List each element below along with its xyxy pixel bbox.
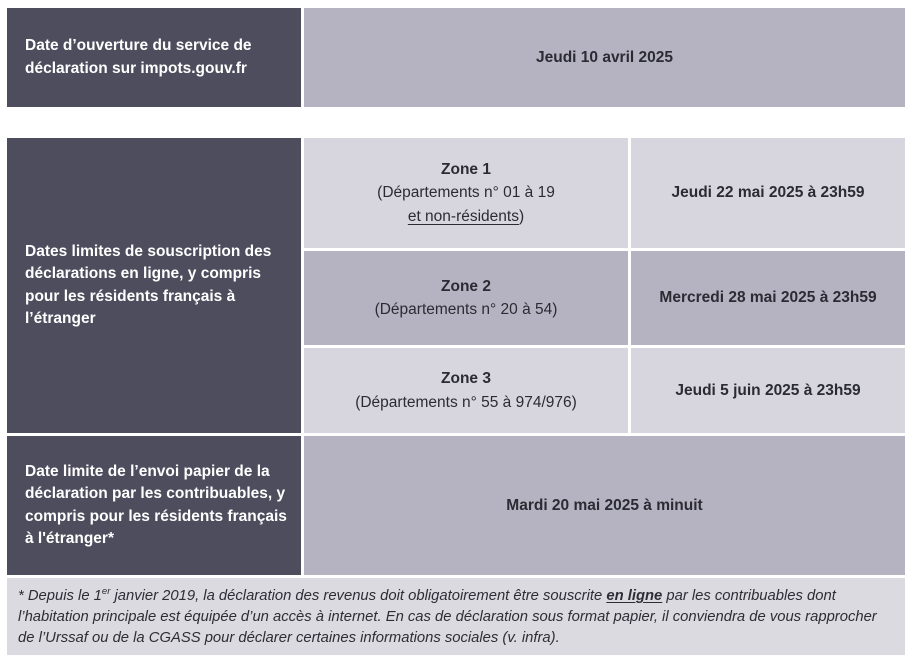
paper-deadline-label: Date limite de l’envoi papier de la décl… <box>25 462 287 547</box>
footnote-part3: par les contribuables dont l’habitation … <box>18 587 877 646</box>
paper-deadline-value: Mardi 20 mai 2025 à minuit <box>506 496 703 514</box>
zone1-date-cell: Jeudi 22 mai 2025 à 23h59 <box>631 138 905 248</box>
paper-deadline-label-cell: Date limite de l’envoi papier de la décl… <box>7 436 301 575</box>
zone2-date-cell: Mercredi 28 mai 2025 à 23h59 <box>631 251 905 345</box>
zone3-name: Zone 3 <box>441 370 491 388</box>
footnote: * Depuis le 1er janvier 2019, la déclara… <box>7 578 905 655</box>
zone1-date: Jeudi 22 mai 2025 à 23h59 <box>671 184 865 201</box>
zone1-detail-suffix: ) <box>518 207 525 225</box>
footnote-part1: * Depuis le 1 <box>18 587 102 604</box>
zone1-name: Zone 1 <box>441 161 491 179</box>
deadlines-table: Dates limites de souscription des déclar… <box>7 138 905 575</box>
footnote-emphasis-en-ligne: en ligne <box>606 587 663 604</box>
footnote-part2: janvier 2019, la déclaration des revenus… <box>110 587 607 604</box>
zone3-cell: Zone 3 (Départements n° 55 à 974/976) <box>304 348 628 433</box>
zone1-detail-line1: (Départements n° 01 à 19 <box>377 184 555 202</box>
opening-date-value-cell: Jeudi 10 avril 2025 <box>304 8 905 107</box>
zone3-date-cell: Jeudi 5 juin 2025 à 23h59 <box>631 348 905 433</box>
zone1-detail-line2: et non-résidents) <box>408 205 524 228</box>
opening-date-value: Jeudi 10 avril 2025 <box>535 48 673 66</box>
paper-deadline-value-cell: Mardi 20 mai 2025 à minuit <box>304 436 905 575</box>
online-deadlines-label: Dates limites de souscription des déclar… <box>25 242 272 327</box>
opening-date-label: Date d’ouverture du service de déclarati… <box>25 37 252 77</box>
zone1-non-residents: et non-résidents <box>407 207 519 225</box>
online-deadlines-label-cell: Dates limites de souscription des déclar… <box>7 138 301 433</box>
zone2-cell: Zone 2 (Départements n° 20 à 54) <box>304 251 628 345</box>
zone1-cell: Zone 1 (Départements n° 01 à 19 et non-r… <box>304 138 628 248</box>
zone2-detail-line1: (Départements n° 20 à 54) <box>374 301 558 318</box>
zone3-detail-line1: (Départements n° 55 à 974/976) <box>355 393 577 411</box>
opening-date-label-cell: Date d’ouverture du service de déclarati… <box>7 8 301 107</box>
opening-date-table: Date d’ouverture du service de déclarati… <box>7 8 905 107</box>
zone2-date: Mercredi 28 mai 2025 à 23h59 <box>659 289 877 306</box>
footnote-superscript: er <box>101 586 111 597</box>
zone2-name: Zone 2 <box>441 277 491 295</box>
zone3-date: Jeudi 5 juin 2025 à 23h59 <box>675 381 861 399</box>
